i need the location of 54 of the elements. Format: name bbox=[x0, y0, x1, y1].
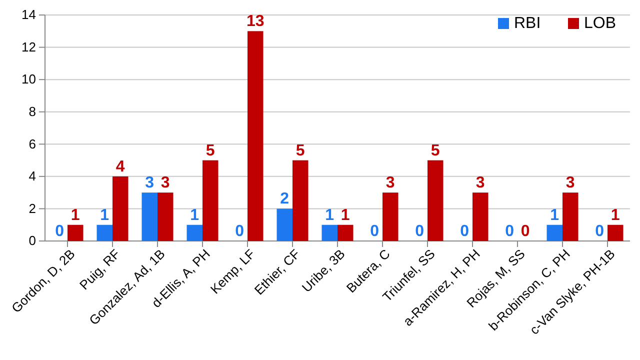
data-label: 3 bbox=[160, 174, 170, 192]
bar bbox=[186, 224, 202, 241]
data-label: 1 bbox=[70, 206, 80, 224]
bar bbox=[292, 160, 308, 241]
data-label: 0 bbox=[595, 223, 604, 240]
data-label: 0 bbox=[370, 223, 380, 240]
y-tick-label: 6 bbox=[28, 136, 36, 152]
bar bbox=[142, 192, 158, 241]
y-tick-label: 2 bbox=[28, 200, 36, 216]
data-label: 4 bbox=[116, 158, 125, 176]
y-tick-label: 10 bbox=[22, 72, 36, 87]
bar bbox=[248, 31, 264, 241]
bar bbox=[68, 224, 84, 241]
y-tick-label: 12 bbox=[22, 39, 36, 54]
data-label: 0 bbox=[520, 223, 530, 240]
data-label: 3 bbox=[476, 174, 485, 192]
data-label: 0 bbox=[55, 223, 64, 240]
data-label: 3 bbox=[145, 174, 154, 192]
bar bbox=[562, 192, 578, 241]
bar bbox=[338, 224, 354, 241]
data-label: 2 bbox=[280, 190, 290, 208]
legend-label: RBI bbox=[514, 15, 541, 32]
data-label: 0 bbox=[460, 223, 470, 240]
data-label: 1 bbox=[190, 206, 200, 224]
bar bbox=[96, 224, 112, 241]
bar bbox=[158, 192, 174, 241]
bar bbox=[112, 176, 128, 241]
data-label: 3 bbox=[566, 174, 575, 192]
data-label: 1 bbox=[610, 206, 620, 224]
y-tick-label: 8 bbox=[28, 104, 36, 120]
data-label: 1 bbox=[100, 206, 110, 224]
bar bbox=[382, 192, 398, 241]
data-label: 0 bbox=[505, 223, 514, 240]
data-label: 5 bbox=[430, 142, 440, 160]
y-tick-label: 0 bbox=[28, 233, 36, 248]
data-label: 0 bbox=[415, 223, 424, 240]
data-label: 5 bbox=[206, 142, 215, 160]
legend-label: LOB bbox=[584, 15, 616, 32]
y-tick-label: 4 bbox=[28, 168, 36, 184]
bar bbox=[608, 224, 624, 241]
data-label: 0 bbox=[235, 223, 244, 240]
bar bbox=[276, 208, 292, 241]
bar bbox=[472, 192, 488, 241]
y-tick-label: 14 bbox=[22, 7, 36, 22]
data-label: 1 bbox=[550, 206, 560, 224]
data-label: 1 bbox=[325, 206, 334, 224]
data-label: 1 bbox=[340, 206, 350, 224]
bar bbox=[202, 160, 218, 241]
data-label: 5 bbox=[296, 142, 305, 160]
bar bbox=[322, 224, 338, 241]
bar bbox=[428, 160, 444, 241]
bar bbox=[546, 224, 562, 241]
data-label: 3 bbox=[386, 174, 395, 192]
data-label: 13 bbox=[246, 13, 264, 30]
